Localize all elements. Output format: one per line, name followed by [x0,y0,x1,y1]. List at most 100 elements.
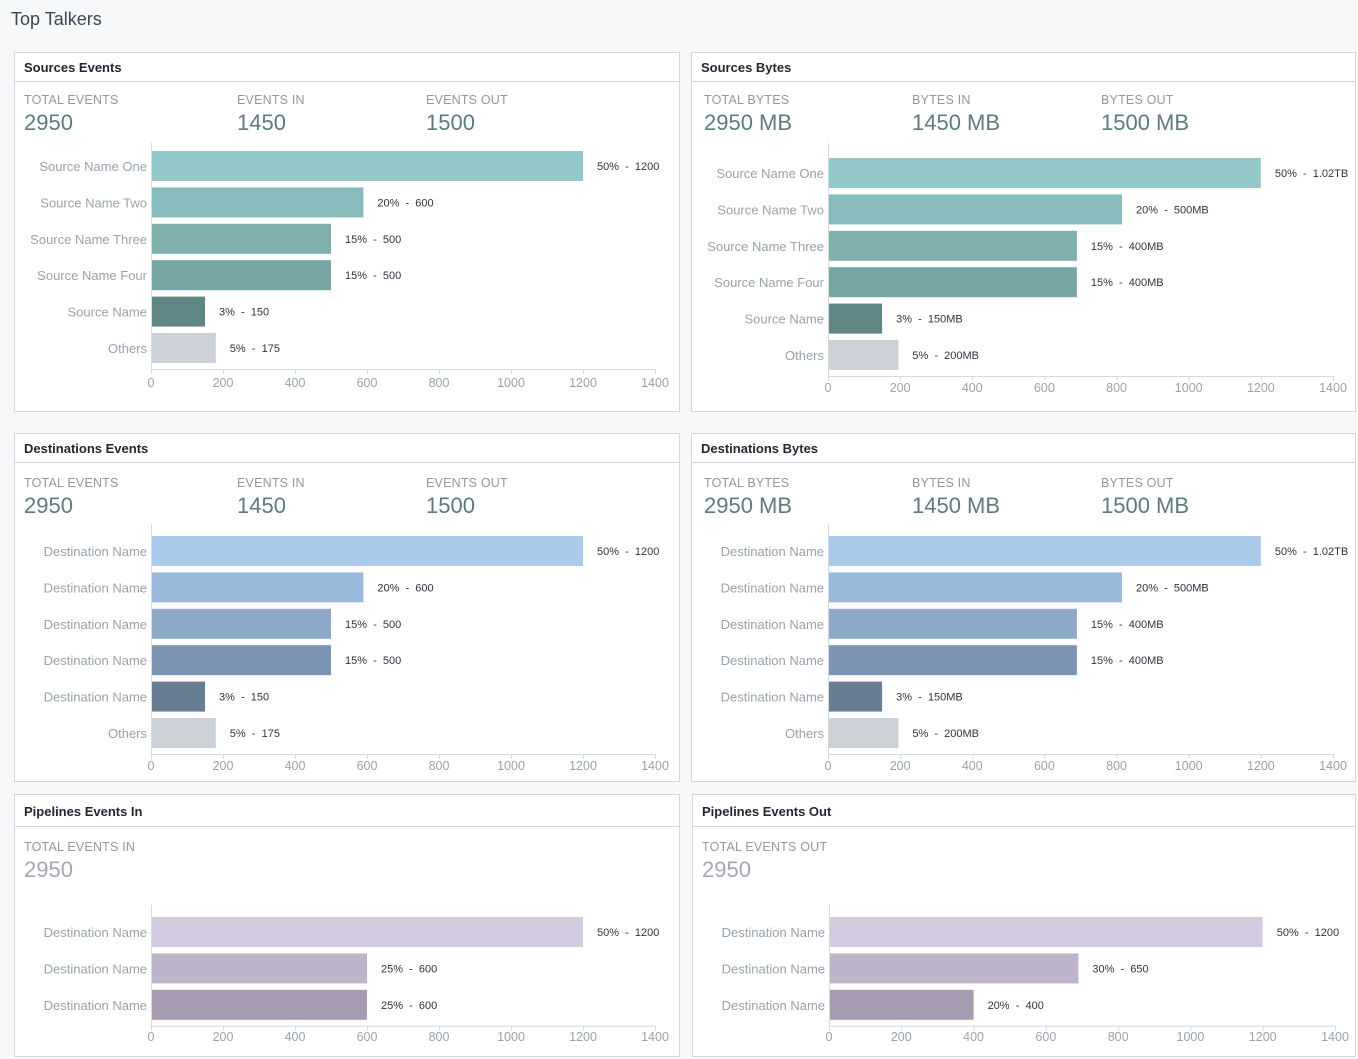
x-tick-label: 1200 [569,376,597,390]
data-label: 15% - 500 [345,619,401,631]
data-label: 50% - 1200 [597,546,659,558]
stat-label: BYTES IN [912,476,971,490]
x-tick-label: 600 [1034,381,1055,395]
x-tick-label: 1400 [641,376,669,390]
x-tick-label: 400 [285,1030,306,1044]
category-label: Others [108,726,148,741]
x-tick-label: 1400 [1319,759,1347,773]
stat-total-events-out: TOTAL EVENTS OUT 2950 [702,840,827,883]
x-tick-label: 600 [1035,1030,1056,1044]
category-label: Destination Name [721,653,824,668]
data-label: 30% - 650 [1092,963,1148,975]
category-label: Destination Name [44,580,147,595]
category-label: Destination Name [44,998,147,1013]
stat-value: 2950 [24,857,73,882]
x-tick-label: 600 [1034,759,1055,773]
panel-title: Sources Events [15,53,679,82]
bar [152,917,583,947]
x-tick-label: 200 [213,759,234,773]
bar [829,340,899,370]
bar [829,681,883,712]
category-label: Destination Name [722,998,825,1013]
bar [829,536,1261,566]
stat-bytes-in: BYTES IN 1450 MB [912,476,1000,519]
bar [829,718,899,748]
x-tick-label: 800 [429,1030,450,1044]
x-tick-label: 0 [148,759,155,773]
panel-title: Pipelines Events In [15,795,679,827]
panel-title: Destinations Events [15,434,679,463]
x-tick-label: 200 [890,381,911,395]
data-label: 5% - 200MB [912,728,979,740]
stat-events-in: EVENTS IN 1450 [237,93,305,136]
x-tick-label: 1000 [497,376,525,390]
x-tick-label: 800 [429,759,450,773]
sources-events-chart: 0 200 400 600 800 1000 1200 1400 Source Name One… [30,143,669,390]
stat-label: BYTES OUT [1101,476,1174,490]
stat-value: 2950 MB [704,493,793,518]
stat-total-events: TOTAL EVENTS 2950 [24,93,119,136]
x-tick-label: 1200 [569,1030,597,1044]
pipelines-events-in-panel: Pipelines Events In TOTAL EVENTS IN 2950… [14,794,680,1057]
x-tick-label: 800 [1106,759,1127,773]
stat-bytes-out: BYTES OUT 1500 MB [1101,93,1189,136]
stat-value: 1500 MB [1101,493,1190,518]
x-tick-label: 400 [962,381,983,395]
x-tick-label: 800 [1108,1030,1129,1044]
panel-title: Sources Bytes [692,53,1355,82]
category-label: Source Name Three [707,239,824,254]
x-tick-label: 200 [890,759,911,773]
x-tick-label: 400 [963,1030,984,1044]
stat-total-bytes: TOTAL BYTES 2950 MB [704,93,792,136]
data-label: 3% - 150 [219,692,269,704]
bar [152,536,583,566]
category-label: Source Name [745,312,824,327]
x-tick-label: 400 [962,759,983,773]
stat-value: 1450 [237,493,286,518]
bar [829,194,1122,225]
data-label: 50% - 1200 [597,927,659,939]
bar [830,953,1079,984]
panel-title: Pipelines Events Out [693,795,1355,827]
x-tick-label: 200 [213,1030,234,1044]
pipelines-events-out-chart: 0 200 400 600 800 1000 1200 1400 Destination Nam… [722,905,1349,1044]
bar [152,572,364,603]
data-label: 5% - 175 [230,343,280,355]
category-label: Destination Name [44,544,147,559]
data-label: 15% - 400MB [1091,619,1164,631]
stat-label: TOTAL EVENTS [24,93,119,107]
x-tick-label: 1000 [1177,1030,1205,1044]
stat-label: EVENTS IN [237,476,305,490]
x-tick-label: 200 [213,376,234,390]
stat-label: EVENTS IN [237,93,305,107]
data-label: 20% - 600 [377,197,433,209]
stat-label: BYTES IN [912,93,971,107]
bar [152,953,367,984]
x-tick-label: 1400 [1319,381,1347,395]
category-label: Destination Name [44,925,147,940]
data-label: 3% - 150MB [896,692,963,704]
x-tick-label: 0 [826,1030,833,1044]
destinations-events-chart: 0 200 400 600 800 1000 1200 1400 Destination Nam… [44,524,669,773]
data-label: 3% - 150MB [896,314,963,326]
data-label: 15% - 500 [345,270,401,282]
bar [152,333,216,363]
data-label: 50% - 1.02TB [1275,168,1348,180]
destinations-bytes-panel: Destinations Bytes TOTAL BYTES 2950 MB B… [691,433,1356,782]
x-tick-label: 1200 [1247,759,1275,773]
data-label: 15% - 400MB [1091,277,1164,289]
x-tick-label: 0 [825,759,832,773]
category-label: Destination Name [44,653,147,668]
category-label: Others [785,726,825,741]
bar [830,917,1263,947]
data-label: 5% - 175 [230,728,280,740]
stat-total-events: TOTAL EVENTS 2950 [24,476,119,519]
data-label: 50% - 1.02TB [1275,546,1348,558]
category-label: Destination Name [721,580,824,595]
category-label: Source Name Four [714,275,824,290]
stat-value: 1500 MB [1101,110,1190,135]
stat-total-events-in: TOTAL EVENTS IN 2950 [24,840,135,883]
x-tick-label: 1400 [641,1030,669,1044]
x-tick-label: 1000 [497,759,525,773]
stat-label: TOTAL BYTES [704,93,790,107]
